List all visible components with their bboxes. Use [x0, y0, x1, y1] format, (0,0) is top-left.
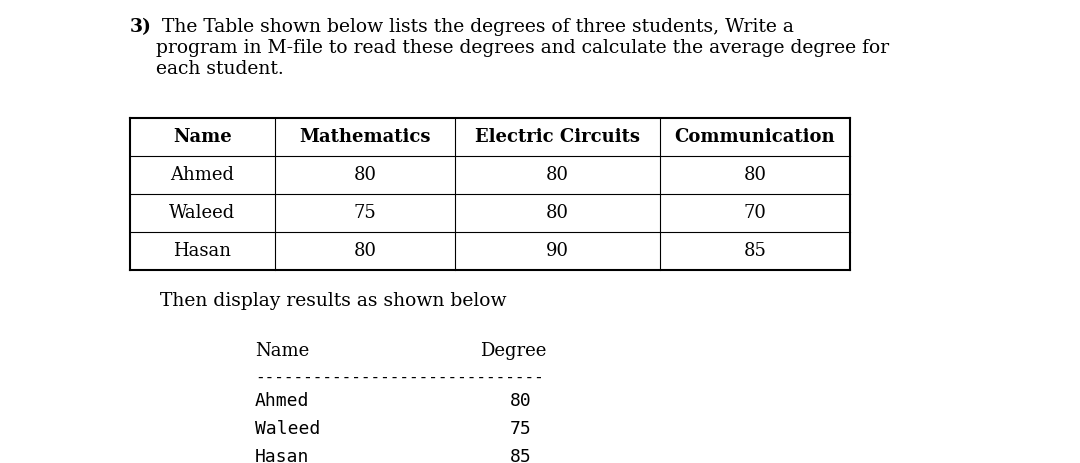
Text: The Table shown below lists the degrees of three students, Write a
program in M-: The Table shown below lists the degrees … [156, 18, 889, 78]
Text: Ahmed: Ahmed [171, 166, 234, 184]
Text: Ahmed: Ahmed [255, 392, 309, 410]
Text: 80: 80 [546, 204, 569, 222]
Text: Mathematics: Mathematics [299, 128, 431, 146]
Text: Hasan: Hasan [174, 242, 231, 260]
Text: 80: 80 [546, 166, 569, 184]
Text: Then display results as shown below: Then display results as shown below [160, 292, 507, 310]
Text: 80: 80 [353, 166, 377, 184]
Text: Communication: Communication [675, 128, 835, 146]
Text: Waleed: Waleed [255, 420, 321, 438]
Text: 85: 85 [743, 242, 767, 260]
Text: Degree: Degree [480, 342, 546, 360]
Text: 80: 80 [743, 166, 767, 184]
Text: ------------------------------: ------------------------------ [255, 370, 543, 385]
Text: Name: Name [173, 128, 232, 146]
Text: 3): 3) [130, 18, 152, 36]
Text: 75: 75 [510, 420, 531, 438]
Text: Waleed: Waleed [170, 204, 235, 222]
Text: Name: Name [255, 342, 309, 360]
Text: 90: 90 [546, 242, 569, 260]
Text: Electric Circuits: Electric Circuits [475, 128, 640, 146]
Text: 80: 80 [510, 392, 531, 410]
Text: 70: 70 [743, 204, 767, 222]
Text: 85: 85 [510, 448, 531, 463]
Text: Hasan: Hasan [255, 448, 309, 463]
Text: 75: 75 [353, 204, 376, 222]
Text: 80: 80 [353, 242, 377, 260]
